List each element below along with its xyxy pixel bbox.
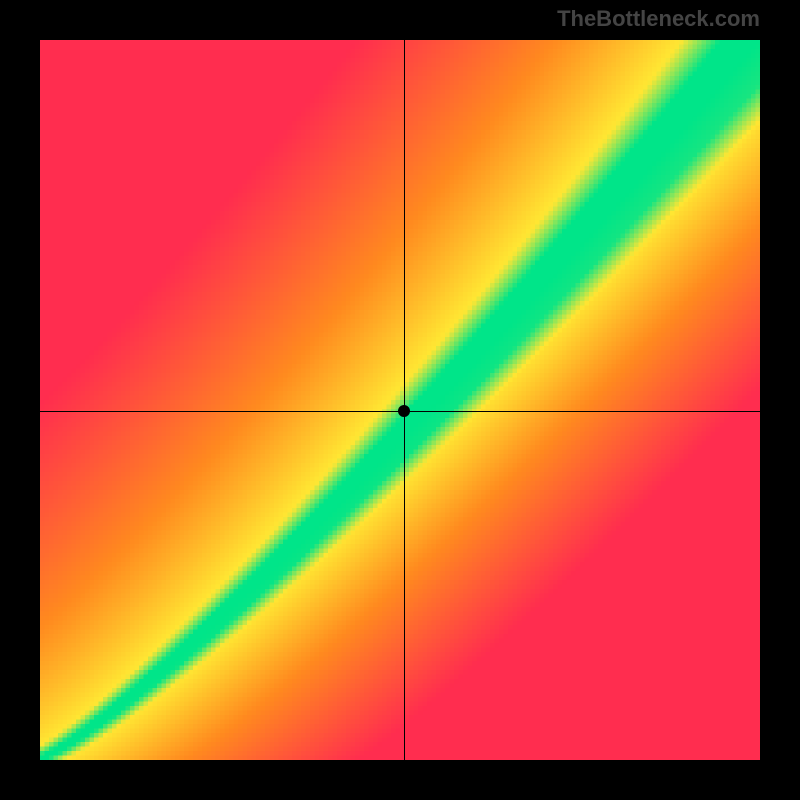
crosshair-vertical [404,40,405,760]
plot-area [40,40,760,760]
heatmap-canvas [40,40,760,760]
data-point-marker [398,405,410,417]
watermark-text: TheBottleneck.com [557,6,760,32]
